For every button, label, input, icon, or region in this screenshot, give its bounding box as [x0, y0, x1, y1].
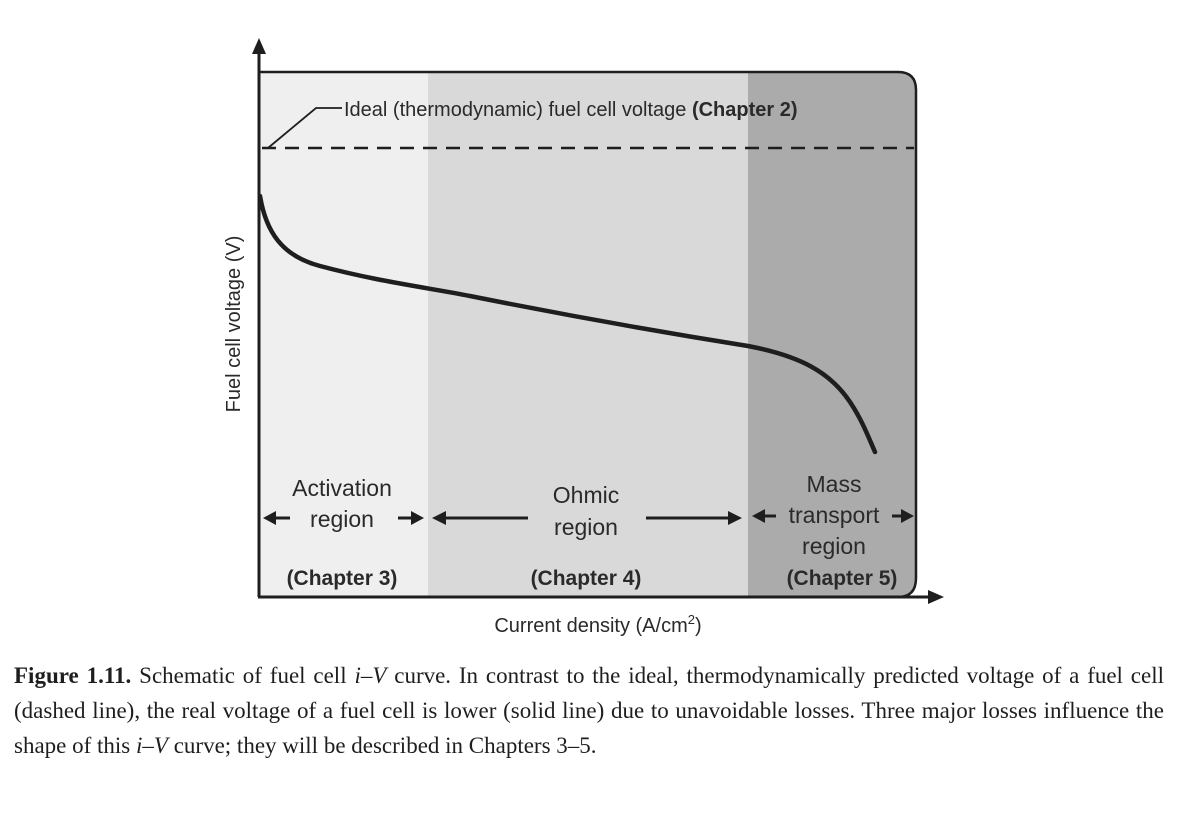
mass-transport-region-bg [748, 72, 916, 597]
ohmic-region-bg [428, 72, 748, 597]
caption-iv-2: i–V [136, 733, 168, 758]
caption-text-2: curve. In contrast to the ideal, thermod… [14, 663, 1164, 758]
mass-region-title: Mass [807, 471, 862, 497]
iv-curve-diagram: Ideal (thermodynamic) fuel cell voltage … [223, 38, 944, 637]
activation-arrow-left-head [263, 511, 276, 525]
figure-caption: Figure 1.11. Schematic of fuel cell i–V … [14, 658, 1164, 763]
ideal-voltage-label: Ideal (thermodynamic) fuel cell voltage … [344, 99, 798, 121]
mass-region-chapter: (Chapter 5) [787, 567, 898, 590]
ohmic-region-title: Ohmic [553, 482, 619, 508]
ohmic-arrow-left-head [432, 511, 446, 525]
mass-region-subtitle: transport [789, 502, 880, 528]
ohmic-region-subtitle: region [554, 514, 618, 540]
caption-text-1: Schematic of fuel cell [131, 663, 355, 688]
real-voltage-curve [257, 193, 878, 455]
mass-arrow-right-head [901, 509, 914, 523]
caption-text-3: curve; they will be described in Chapter… [167, 733, 597, 758]
ideal-label-leader [267, 107, 342, 149]
figure-number: Figure 1.11. [14, 663, 132, 688]
caption-iv-1: i–V [354, 663, 387, 688]
x-axis-arrowhead [928, 590, 944, 604]
activation-arrow-right-head [411, 511, 424, 525]
ohmic-arrow-right-head [728, 511, 742, 525]
ohmic-region-chapter: (Chapter 4) [531, 567, 642, 590]
activation-region-chapter: (Chapter 3) [287, 567, 398, 590]
mass-region-subtitle-2: region [802, 533, 866, 559]
activation-region-title: Activation [292, 475, 392, 501]
y-axis-label: Fuel cell voltage (V) [223, 236, 245, 413]
activation-region-subtitle: region [310, 506, 374, 532]
mass-arrow-left-head [752, 509, 765, 523]
x-axis-label: Current density (A/cm2) [494, 612, 701, 637]
y-axis-arrowhead [252, 38, 266, 54]
activation-region-bg [260, 72, 428, 597]
